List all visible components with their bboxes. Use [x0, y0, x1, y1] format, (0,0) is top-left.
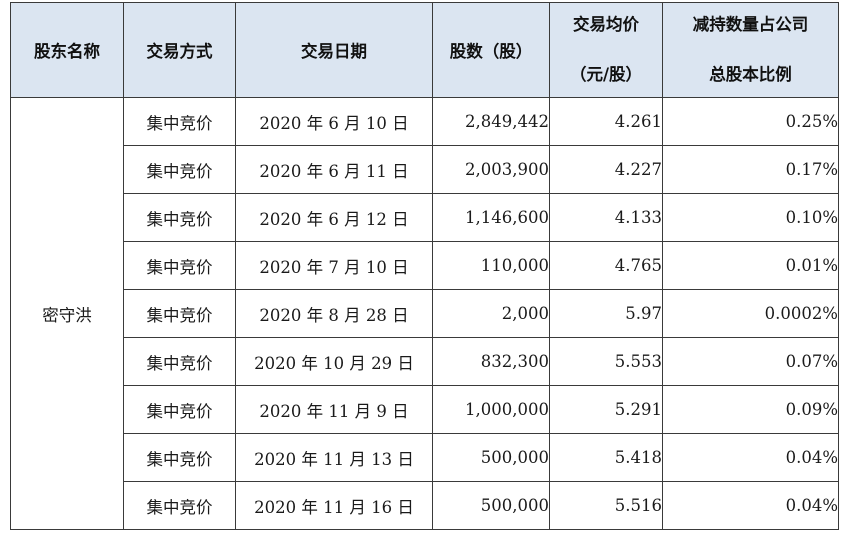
avg-price-cell: 5.291	[549, 385, 663, 434]
header-holder-name: 股东名称	[10, 2, 124, 98]
avg-price-cell: 5.418	[549, 433, 663, 482]
avg-price-cell: 4.133	[549, 193, 663, 242]
shares-cell: 110,000	[432, 241, 550, 290]
table-row: 集中竞价 2020 年 11 月 13 日 500,000 5.418 0.04%	[11, 433, 839, 482]
header-ratio-line1: 减持数量占公司	[692, 15, 809, 34]
trade-method-cell: 集中竞价	[123, 241, 236, 290]
avg-price-cell: 4.765	[549, 241, 663, 290]
table-row: 集中竞价 2020 年 6 月 12 日 1,146,600 4.133 0.10%	[11, 193, 839, 242]
table-row: 集中竞价 2020 年 10 月 29 日 832,300 5.553 0.07%	[11, 337, 839, 386]
shares-cell: 1,000,000	[432, 385, 550, 434]
ratio-cell: 0.10%	[662, 193, 839, 242]
header-avg-price: 交易均价 （元/股）	[549, 2, 663, 98]
table-header: 股东名称 交易方式 交易日期 股数（股） 交易均价 （元/股） 减持数量占公司 …	[10, 2, 839, 98]
header-ratio-line2: 总股本比例	[709, 65, 792, 84]
table-row: 集中竞价 2020 年 8 月 28 日 2,000 5.97 0.0002%	[11, 289, 839, 338]
header-shares: 股数（股）	[432, 2, 550, 98]
trade-date-cell: 2020 年 6 月 12 日	[235, 193, 433, 242]
shares-cell: 500,000	[432, 433, 550, 482]
holder-name-cell: 密守洪	[10, 97, 124, 530]
header-trade-method: 交易方式	[123, 2, 236, 98]
table-row: 集中竞价 2020 年 7 月 10 日 110,000 4.765 0.01%	[11, 241, 839, 290]
shares-cell: 2,000	[432, 289, 550, 338]
trade-date-cell: 2020 年 11 月 16 日	[235, 481, 433, 530]
table-row: 集中竞价 2020 年 11 月 16 日 500,000 5.516 0.04%	[11, 481, 839, 530]
ratio-cell: 0.17%	[662, 145, 839, 194]
avg-price-cell: 4.261	[549, 97, 663, 146]
trade-date-cell: 2020 年 6 月 10 日	[235, 97, 433, 146]
table-body: 密守洪 集中竞价 2020 年 6 月 10 日 2,849,442 4.261 0.25…	[10, 97, 839, 530]
avg-price-cell: 5.553	[549, 337, 663, 386]
header-avg-price-line1: 交易均价	[573, 15, 639, 34]
avg-price-cell: 5.516	[549, 481, 663, 530]
ratio-cell: 0.25%	[662, 97, 839, 146]
ratio-cell: 0.01%	[662, 241, 839, 290]
trade-method-cell: 集中竞价	[123, 433, 236, 482]
trade-date-cell: 2020 年 6 月 11 日	[235, 145, 433, 194]
shares-cell: 1,146,600	[432, 193, 550, 242]
trade-date-cell: 2020 年 11 月 9 日	[235, 385, 433, 434]
table-row: 集中竞价 2020 年 11 月 9 日 1,000,000 5.291 0.09%	[11, 385, 839, 434]
header-trade-date: 交易日期	[235, 2, 433, 98]
ratio-cell: 0.04%	[662, 481, 839, 530]
ratio-cell: 0.04%	[662, 433, 839, 482]
trade-method-cell: 集中竞价	[123, 385, 236, 434]
header-avg-price-line2: （元/股）	[569, 65, 643, 84]
ratio-cell: 0.09%	[662, 385, 839, 434]
ratio-cell: 0.07%	[662, 337, 839, 386]
trade-method-cell: 集中竞价	[123, 97, 236, 146]
trade-date-cell: 2020 年 8 月 28 日	[235, 289, 433, 338]
trade-method-cell: 集中竞价	[123, 193, 236, 242]
trade-method-cell: 集中竞价	[123, 481, 236, 530]
trade-method-cell: 集中竞价	[123, 337, 236, 386]
trade-method-cell: 集中竞价	[123, 145, 236, 194]
table-row: 集中竞价 2020 年 6 月 11 日 2,003,900 4.227 0.17%	[11, 145, 839, 194]
shares-cell: 500,000	[432, 481, 550, 530]
avg-price-cell: 4.227	[549, 145, 663, 194]
shares-cell: 832,300	[432, 337, 550, 386]
trade-method-cell: 集中竞价	[123, 289, 236, 338]
shares-cell: 2,003,900	[432, 145, 550, 194]
trade-date-cell: 2020 年 10 月 29 日	[235, 337, 433, 386]
trade-date-cell: 2020 年 7 月 10 日	[235, 241, 433, 290]
header-row: 股东名称 交易方式 交易日期 股数（股） 交易均价 （元/股） 减持数量占公司 …	[10, 2, 839, 98]
header-ratio: 减持数量占公司 总股本比例	[662, 2, 839, 98]
table-row: 密守洪 集中竞价 2020 年 6 月 10 日 2,849,442 4.261 0.25…	[10, 97, 839, 530]
shares-cell: 2,849,442	[432, 97, 550, 146]
ratio-cell: 0.0002%	[662, 289, 839, 338]
avg-price-cell: 5.97	[549, 289, 663, 338]
trade-date-cell: 2020 年 11 月 13 日	[235, 433, 433, 482]
share-reduction-table: 股东名称 交易方式 交易日期 股数（股） 交易均价 （元/股） 减持数量占公司 …	[10, 2, 839, 530]
